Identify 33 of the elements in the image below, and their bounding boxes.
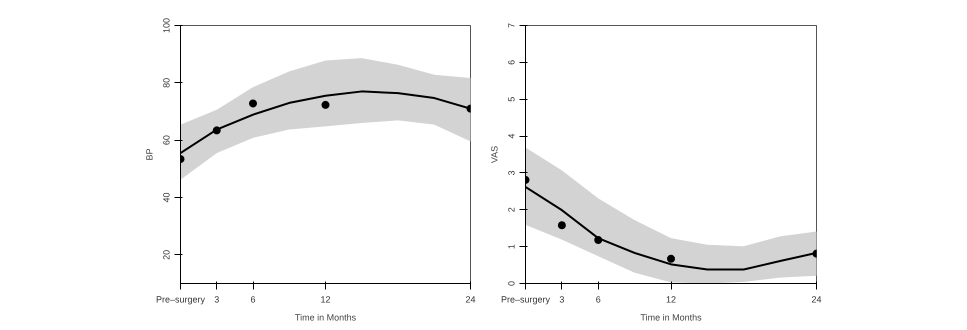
y-tick-label: 6 (506, 60, 516, 65)
point (212, 126, 221, 134)
y-axis-title: VAS (490, 146, 500, 164)
point (249, 99, 257, 108)
x-tick-label: Pre–surgery (500, 294, 551, 304)
y-tick-label: 1 (506, 244, 516, 250)
y-tick-label: 80 (162, 78, 172, 88)
x-tick-label: 6 (250, 294, 256, 304)
point (558, 221, 566, 230)
x-tick-label: 12 (666, 294, 676, 304)
x-axis-title: Time in Months (640, 312, 702, 322)
y-tick-label: 7 (506, 22, 516, 28)
y-tick-label: 5 (506, 96, 516, 102)
y-tick-label: 20 (162, 250, 172, 260)
x-tick-label: 12 (320, 294, 331, 304)
x-tick-label: 6 (596, 294, 601, 304)
y-tick-label: 40 (162, 192, 172, 203)
point (594, 236, 602, 244)
y-tick-label: 60 (162, 135, 172, 146)
x-tick-label: 3 (559, 294, 564, 304)
x-tick-label: 24 (811, 294, 822, 304)
y-tick-label: 2 (506, 207, 516, 212)
y-axis-title: BP (144, 148, 154, 161)
y-tick-label: 4 (506, 134, 516, 139)
y-tick-label: 100 (162, 18, 172, 34)
point (322, 100, 330, 109)
y-tick-label: 3 (506, 170, 516, 176)
x-tick-label: Pre–surgery (156, 294, 206, 304)
y-tick-label: 0 (506, 280, 516, 286)
point (667, 254, 675, 263)
x-tick-label: 3 (214, 294, 220, 304)
x-tick-label: 24 (465, 294, 476, 304)
x-axis-title: Time in Months (294, 312, 357, 322)
